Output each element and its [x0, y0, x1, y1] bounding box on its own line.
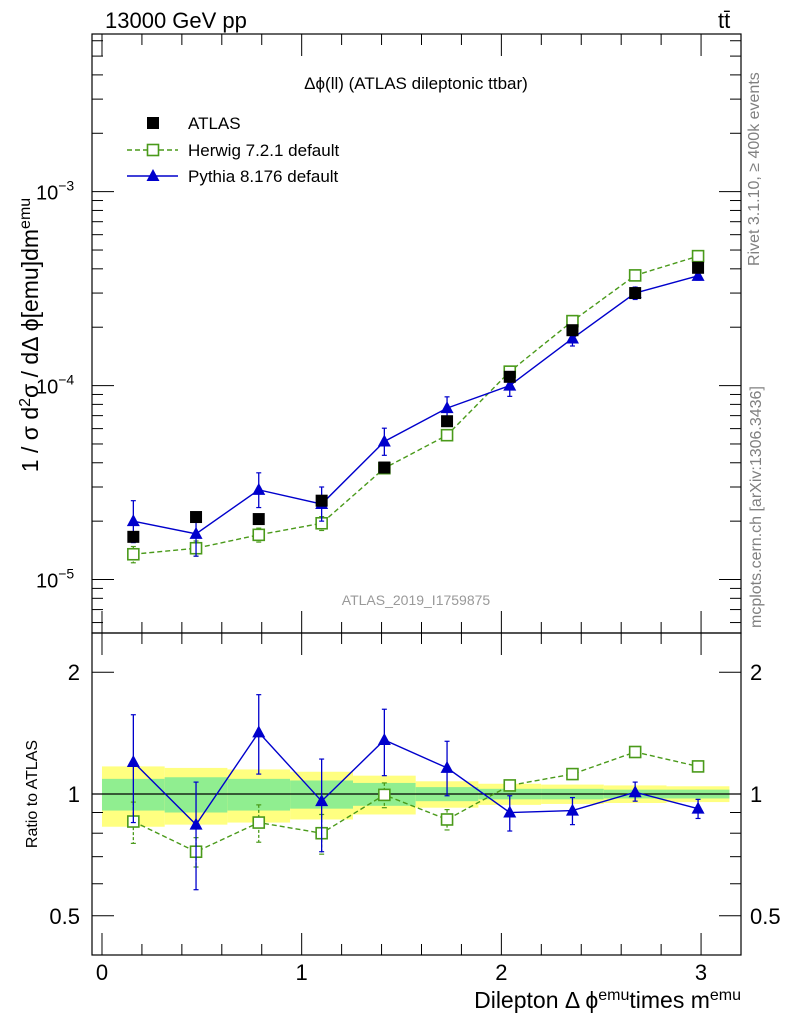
data-point-2	[628, 785, 642, 798]
data-point-2	[440, 760, 454, 773]
data-point-2	[252, 482, 266, 495]
data-point-2	[565, 331, 579, 344]
data-point-0	[315, 494, 328, 507]
main-panel: 10−5 10−4 10−31 / σ d2σ / dΔ ϕ[emu]dmemu Δϕ…	[17, 33, 742, 634]
data-point-0	[566, 324, 579, 337]
data-point-0	[190, 511, 203, 524]
y-axis-label: 1 / σ d2σ / dΔ ϕ[emu]dmemu	[17, 198, 44, 472]
y-tick-label: 10−4	[36, 372, 74, 399]
x-axis-label: Dilepton Δ ϕemutimes memu	[474, 987, 741, 1014]
data-point-1	[503, 779, 517, 792]
legend-marker	[146, 169, 160, 181]
data-point-1	[378, 788, 391, 802]
data-point-0	[252, 513, 265, 526]
y-tick-label: 10−5	[36, 566, 74, 593]
energy-label: 13000 GeV pp	[105, 8, 247, 33]
data-point-1	[691, 760, 705, 773]
data-point-1	[440, 428, 454, 442]
data-point-2	[565, 803, 579, 816]
series-line-2	[132, 731, 699, 826]
data-point-2	[377, 732, 391, 745]
data-point-2	[126, 514, 140, 527]
legend-label: ATLAS	[188, 114, 241, 133]
data-point-2	[503, 805, 517, 818]
series-line-1	[133, 751, 699, 853]
data-point-0	[503, 370, 516, 383]
data-point-2	[377, 434, 391, 447]
legend-label: Pythia 8.176 default	[188, 167, 339, 186]
x-tick-label: 2	[495, 960, 507, 985]
x-tick-label: 1	[296, 960, 308, 985]
data-point-0	[378, 461, 391, 474]
legend-marker	[147, 117, 159, 129]
data-point-1	[127, 547, 140, 561]
data-point-2	[440, 401, 454, 414]
series-line-1	[133, 255, 699, 555]
data-point-0	[127, 530, 140, 543]
data-point-2	[503, 378, 517, 391]
ratio-y-axis-label: Ratio to ATLAS	[24, 740, 41, 848]
x-tick-label: 3	[695, 960, 707, 985]
process-label: tt̄	[718, 8, 731, 33]
data-point-1	[628, 745, 642, 759]
data-point-1	[691, 249, 705, 263]
data-point-0	[692, 261, 705, 274]
legend-marker	[146, 143, 160, 157]
x-tick-label: 0	[96, 960, 108, 985]
data-point-1	[566, 767, 579, 781]
ratio-y-tick-label-left: 2	[68, 660, 80, 685]
data-point-2	[126, 754, 140, 767]
data-point-2	[252, 725, 266, 738]
data-point-1	[252, 816, 266, 829]
data-point-1	[252, 528, 266, 542]
ratio-y-tick-label-left: 0.5	[49, 904, 80, 929]
series-line-2	[133, 275, 699, 535]
data-point-2	[189, 526, 203, 539]
data-point-0	[441, 415, 454, 428]
data-point-2	[315, 794, 329, 807]
legend-label: Herwig 7.2.1 default	[188, 141, 339, 160]
ratio-y-tick-label-left: 1	[68, 782, 80, 807]
plot-title: Δϕ(ll) (ATLAS dileptonic ttbar)	[304, 74, 528, 93]
ratio-y-tick-label-right: 1	[750, 782, 762, 807]
data-point-2	[189, 817, 203, 830]
data-point-2	[691, 268, 705, 281]
analysis-watermark: ATLAS_2019_I1759875	[342, 592, 491, 608]
y-tick-label: 10−3	[36, 178, 74, 205]
data-point-0	[629, 287, 642, 300]
ratio-y-tick-label-right: 0.5	[750, 904, 781, 929]
data-point-1	[440, 813, 454, 826]
ratio-y-tick-label-right: 2	[750, 660, 762, 685]
data-point-1	[628, 269, 642, 282]
data-point-2	[691, 801, 705, 814]
